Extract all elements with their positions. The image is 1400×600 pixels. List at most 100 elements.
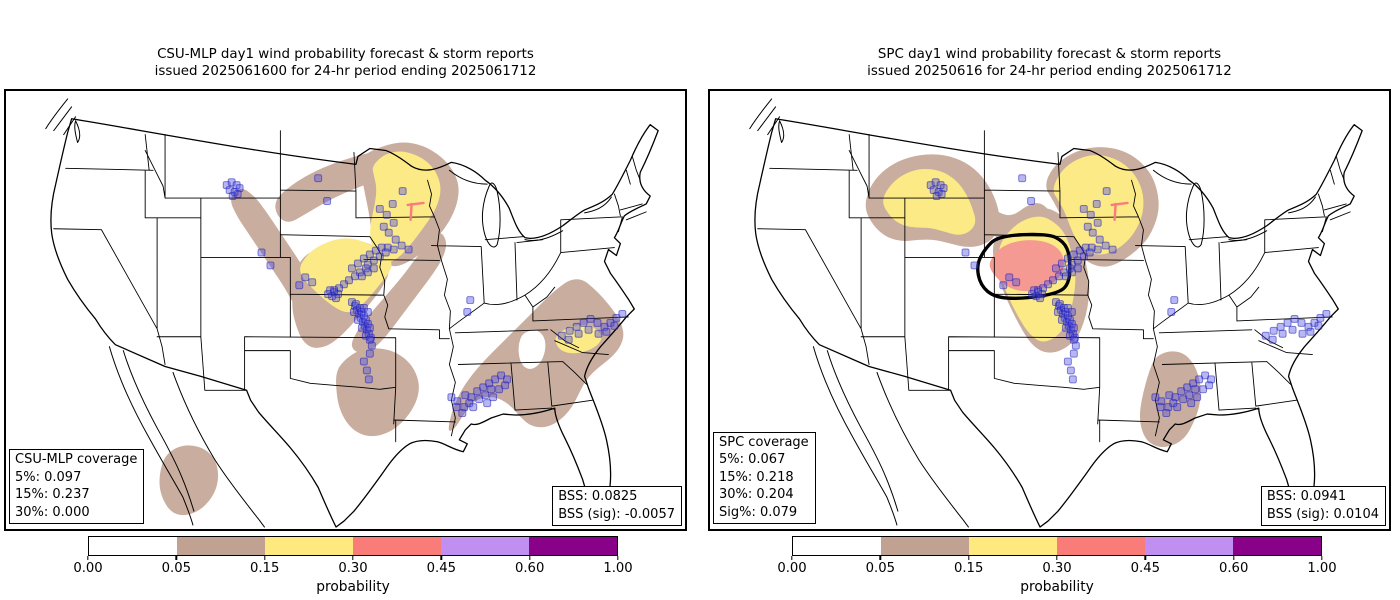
colorbar-tick [263,556,266,560]
storm-report-marker [495,385,504,394]
storm-report-marker [1102,187,1111,196]
storm-report-marker [1269,326,1278,335]
storm-report-marker [1055,300,1064,309]
colorbar-tick-label: 0.30 [338,561,368,576]
bss-line: BSS (sig): -0.0057 [558,506,675,522]
colorbar-segment [1145,537,1233,555]
storm-report-marker [584,325,593,334]
storm-report-marker [447,393,456,402]
coverage-box-csu-mlp: CSU-MLP coverage 5%: 0.097 15%: 0.237 30%:… [9,449,145,524]
colorbar-tick-label: 0.60 [514,561,545,576]
storm-report-marker [1012,278,1021,287]
colorbar-segment [265,537,353,555]
colorbar-tick-label: 0.05 [161,561,192,576]
storm-report-marker [1201,371,1210,380]
storm-report-marker [375,204,384,213]
map-panel-spc: SPC coverage 5%: 0.067 15%: 0.218 30%: 0.2… [708,89,1391,531]
probability-contour-0.15 [1053,155,1144,255]
storm-report-marker [357,272,366,281]
storm-report-marker [353,315,362,324]
coverage-title: SPC coverage [719,434,809,450]
bss-box-csu-mlp: BSS: 0.0825 BSS (sig): -0.0057 [552,486,682,526]
probability-contour-0.15 [300,238,392,313]
probability-contour-0.05 [351,233,447,353]
panel-title-line2: issued 20250616 for 24-hr period ending … [867,64,1232,79]
storm-report-marker [357,323,366,332]
storm-report-marker [485,379,494,388]
storm-report-marker [1171,393,1180,402]
colorbar-segment [529,537,617,555]
storm-report-marker [384,228,393,237]
storm-report-marker [323,197,332,205]
storm-report-marker [1057,259,1066,268]
panel-title-spc: SPC day1 wind probability forecast & sto… [708,46,1391,80]
storm-report-marker [365,335,374,344]
great-lakes [448,169,612,248]
storm-report-marker [1028,290,1037,299]
storm-report-marker [404,245,413,254]
colorbar-tick-label: 0.15 [953,561,984,576]
storm-report-marker [479,383,488,392]
storm-report-marker [1093,245,1102,254]
colorbar-tick [791,556,793,560]
storm-report-marker [1297,318,1306,327]
storm-report-marker [593,318,602,327]
colorbar-segment [177,537,265,555]
storm-report-marker [382,210,391,219]
storm-report-marker [564,335,573,344]
storm-report-marker [389,218,398,227]
storm-report-marker [362,366,371,375]
colorbar-segment [89,537,177,555]
storm-report-marker [347,264,356,273]
storm-report-marker [1095,235,1104,244]
storm-report-marker [452,403,461,412]
storm-report-marker [379,222,388,231]
colorbar-tick-label: 0.15 [249,561,280,576]
storm-report-marker [1069,349,1078,358]
coverage-box-spc: SPC coverage 5%: 0.067 15%: 0.218 30%: 0.2… [713,431,816,524]
storm-report-marker [473,387,482,396]
mexico-coast [812,346,969,528]
sig-wind-report-marker [1110,201,1129,222]
storm-report-marker [1057,315,1066,324]
storm-report-marker [467,393,476,402]
great-lakes [1152,169,1316,248]
storm-report-marker [266,261,275,270]
storm-report-marker [618,310,627,318]
coverage-line: 30%: 0.204 [719,487,794,502]
storm-report-marker [1073,256,1082,265]
probability-contour-0.30 [989,240,1064,292]
storm-report-marker [503,375,512,384]
panel-title-line2: issued 2025061600 for 24-hr period endin… [154,64,537,79]
colorbar-tick [352,556,354,560]
storm-report-marker [1306,327,1315,336]
storm-report-marker [332,294,341,303]
us-map-spc [749,98,1363,528]
colorbar-tick [87,556,89,560]
sig-probability-contour [976,232,1072,301]
colorbar-tick-label: 0.00 [777,561,807,576]
storm-report-marker [1069,323,1078,332]
storm-report-marker [1086,210,1095,219]
probability-contour-0.05 [336,348,419,437]
storm-report-marker [481,391,490,400]
storm-report-marker [466,296,475,305]
storm-report-marker [381,248,390,257]
coverage-line: 5%: 0.097 [15,469,82,485]
probability-contour-0.15 [883,169,976,235]
colorbar-tick [528,556,531,560]
coverage-line: 15%: 0.218 [719,469,794,485]
coverage-line: 30%: 0.000 [15,504,90,520]
storm-report-marker [1162,409,1171,418]
storm-report-marker [1278,329,1287,338]
storm-report-marker [1051,264,1060,273]
storm-report-marker [364,375,373,384]
colorbar-tick [879,556,882,560]
bss-box-spc: BSS: 0.0941 BSS (sig): 0.0104 [1260,486,1386,526]
storm-report-marker [491,375,500,384]
storm-report-marker [487,385,496,394]
canada-coast [45,98,81,144]
canada-coast [749,98,785,144]
storm-report-marker [314,174,323,183]
